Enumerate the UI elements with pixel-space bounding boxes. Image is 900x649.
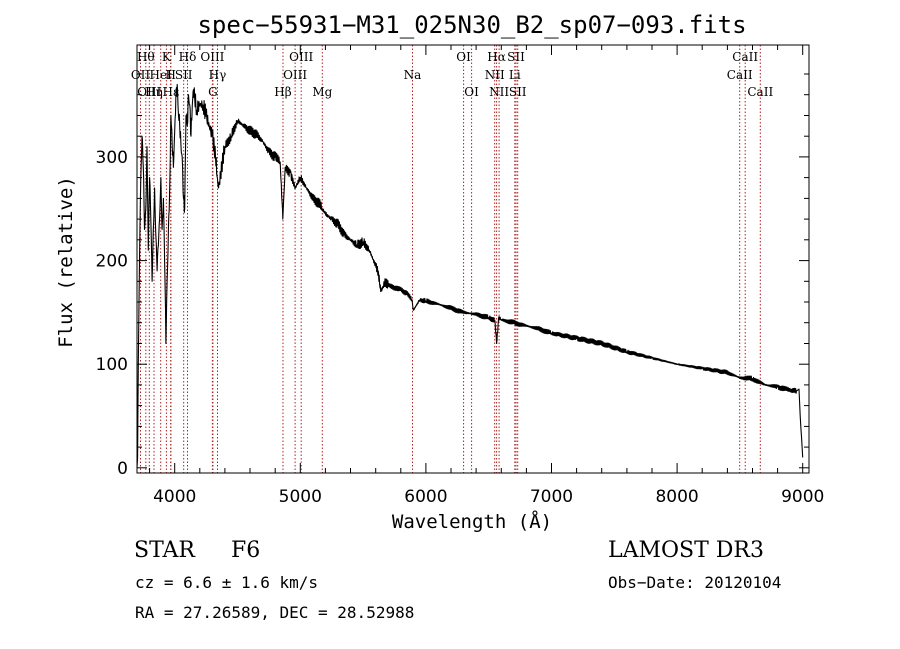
emission-line-label: K [162,50,172,64]
emission-line-label: Hγ [209,68,227,82]
emission-line-label: Hε [163,85,180,99]
spectrum-line [136,83,804,468]
emission-line-label: CaII [732,50,758,64]
axis-ticks [137,45,809,473]
coordinates: RA = 27.26589, DEC = 28.52988 [135,603,415,622]
emission-line-label: Hη [145,85,163,99]
emission-line-label: Na [404,68,422,82]
emission-line-label: OIII [283,68,307,82]
emission-line-label: NII [485,68,505,82]
emission-line-label: OI [464,85,479,99]
emission-line-label: OII [131,68,151,82]
emission-line-markers [140,45,761,473]
emission-line-label: OIII [289,50,313,64]
emission-line-label: SII [175,68,193,82]
x-tick-label: 5000 [279,487,322,507]
y-axis-label: Flux (relative) [55,176,77,348]
observation-date: Obs−Date: 20120104 [608,573,782,592]
emission-line-label: HeI [150,68,173,82]
emission-line-label: H [165,68,175,82]
x-tick-label: 4000 [153,487,196,507]
class-label: STAR [134,538,195,563]
emission-line-label: Mg [312,85,332,99]
tick-labels: 4000 5000 6000 7000 8000 9000 0 100 200 300 [96,148,825,507]
chart-title: spec−55931−M31_025N30_B2_sp07−093.fits [197,11,746,39]
y-tick-label: 300 [96,148,128,168]
x-tick-label: 7000 [530,487,573,507]
emission-line-label: SII [509,85,527,99]
emission-line-label: Li [509,68,521,82]
emission-line-label: Hδ [179,50,197,64]
y-tick-label: 100 [96,355,128,375]
x-tick-label: 9000 [781,487,824,507]
x-tick-label: 8000 [655,487,698,507]
emission-line-label: Hα [487,50,506,64]
emission-line-label: CaII [747,85,773,99]
survey-label: LAMOST DR3 [608,538,764,563]
emission-line-label: CaII [727,68,753,82]
emission-line-label: G [208,85,218,99]
plot-frame [136,44,810,474]
x-axis-label: Wavelength (Å) [392,510,552,533]
redshift-velocity: cz = 6.6 ± 1.6 km/s [135,573,319,592]
subclass-label: F6 [231,538,261,563]
emission-line-label: OIII [200,50,224,64]
emission-line-label: Hβ [274,85,291,99]
x-tick-label: 6000 [404,487,447,507]
y-tick-label: 0 [117,459,128,479]
emission-line-label: OI [456,50,471,64]
emission-line-label: SII [507,50,525,64]
emission-line-label: Hθ [137,50,155,64]
emission-line-label: NII [489,85,509,99]
object-class: STAR F6 [134,538,260,563]
y-tick-label: 200 [96,252,128,272]
emission-line-label: OIII [137,85,161,99]
